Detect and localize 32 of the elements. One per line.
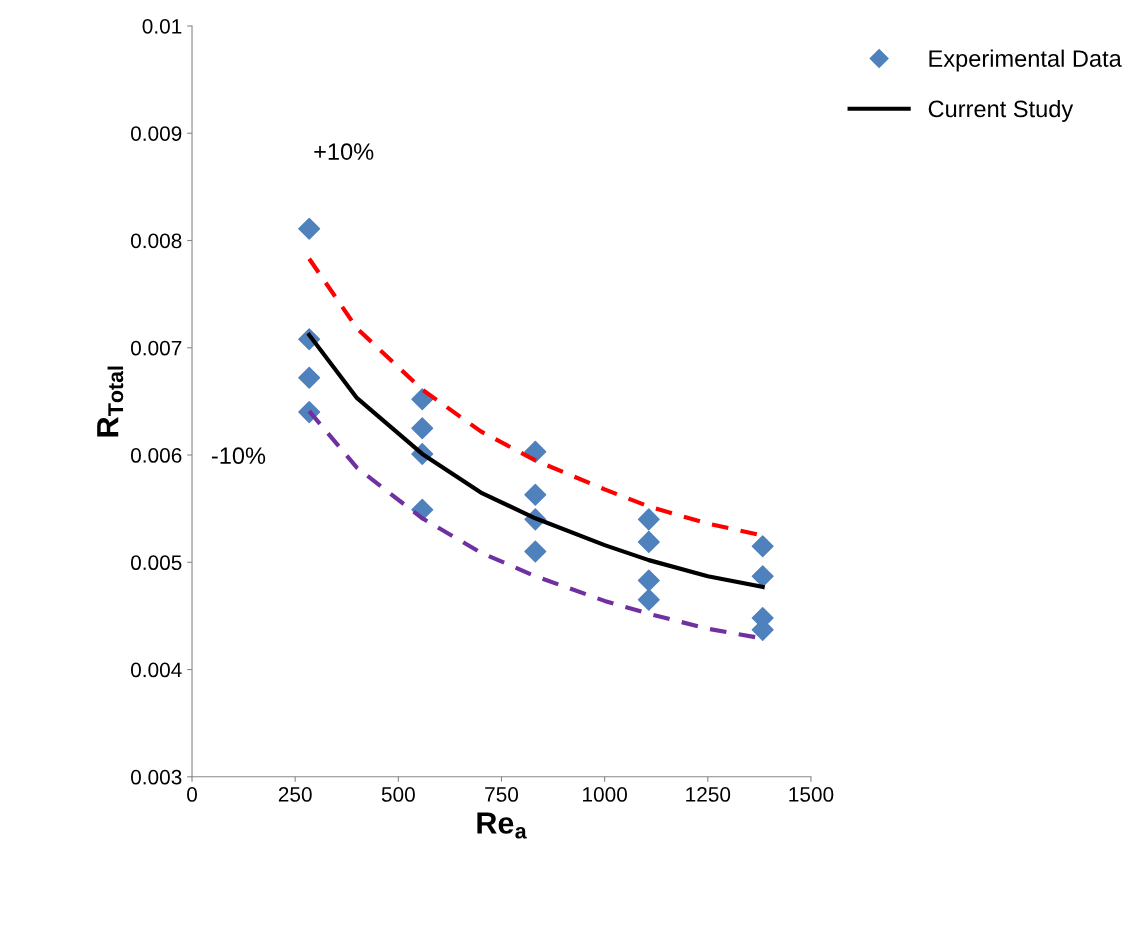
x-tick-label: 1250 — [686, 787, 731, 802]
point — [524, 483, 547, 506]
point — [637, 530, 660, 553]
y-tick-label: 0.005 — [130, 555, 182, 571]
legend-label: Experimental Data — [929, 49, 1122, 72]
annotation: -10% — [211, 447, 266, 465]
x-tick-label: 1500 — [789, 787, 834, 802]
point — [751, 565, 774, 588]
point — [298, 217, 321, 240]
legend-label: Current Study — [928, 99, 1074, 122]
x-tick-label: 750 — [485, 787, 519, 802]
x-axis-title: Re$_{a}$ — [477, 812, 527, 839]
y-tick-label: 0.006 — [130, 448, 182, 463]
point — [751, 535, 774, 558]
y-tick-label: 0.004 — [130, 662, 182, 678]
x-tick-label: 0 — [187, 787, 197, 802]
point — [637, 588, 660, 611]
point — [411, 417, 434, 440]
x-tick-label: 250 — [278, 787, 312, 802]
y-tick-label: 0.008 — [130, 233, 182, 249]
x-tick-label: 500 — [381, 787, 415, 802]
point — [637, 508, 660, 531]
y-tick-label: 0.007 — [130, 340, 182, 356]
y-axis-title: R$_{Total}$ — [97, 366, 124, 437]
x-tick-label: 1000 — [583, 787, 628, 802]
annotation: +10% — [314, 143, 374, 160]
y-tick-label: 0.01 — [142, 18, 182, 34]
point — [637, 569, 660, 592]
point — [298, 366, 321, 389]
y-tick-label: 0.009 — [130, 126, 182, 141]
point — [524, 540, 547, 563]
y-tick-label: 0.003 — [130, 769, 182, 785]
